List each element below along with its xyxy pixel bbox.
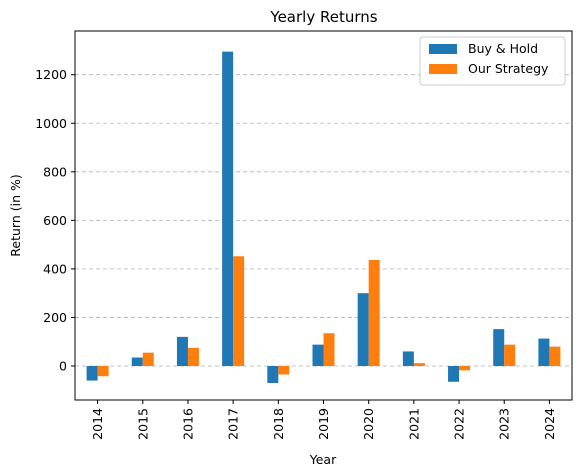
bar-our-strategy-2014 — [97, 366, 109, 377]
bar-buy-hold-2014 — [86, 366, 98, 381]
x-tick-label: 2015 — [135, 408, 150, 440]
bar-buy-hold-2023 — [493, 329, 505, 367]
x-tick-label: 2019 — [316, 408, 331, 440]
bar-our-strategy-2018 — [278, 366, 290, 375]
bar-our-strategy-2024 — [549, 346, 561, 367]
legend: Buy & Hold Our Strategy — [419, 36, 566, 86]
bar-buy-hold-2018 — [267, 366, 279, 384]
y-tick-label: 600 — [43, 213, 67, 228]
bar-our-strategy-2016 — [187, 347, 199, 367]
x-axis-label: Year — [309, 452, 337, 467]
x-tick-label: 2018 — [271, 408, 286, 440]
y-tick-label: 1000 — [35, 116, 67, 131]
bar-buy-hold-2024 — [538, 338, 550, 367]
legend-swatch-our-strategy — [429, 64, 457, 74]
x-tick-label: 2023 — [497, 408, 512, 440]
bar-buy-hold-2019 — [312, 344, 324, 367]
legend-swatch-buy-hold — [429, 44, 457, 54]
bar-buy-hold-2022 — [448, 366, 460, 382]
y-tick-label: 1200 — [35, 67, 67, 82]
bar-buy-hold-2020 — [357, 293, 369, 367]
bar-our-strategy-2022 — [459, 366, 471, 371]
bar-buy-hold-2021 — [402, 351, 414, 367]
bar-our-strategy-2017 — [233, 256, 245, 367]
bar-our-strategy-2023 — [504, 344, 516, 367]
y-tick-label: 800 — [43, 164, 67, 179]
legend-label-buy-hold: Buy & Hold — [468, 41, 538, 56]
bar-buy-hold-2017 — [222, 51, 234, 367]
bar-our-strategy-2015 — [142, 352, 154, 367]
y-tick-label: 0 — [59, 359, 67, 374]
bar-our-strategy-2021 — [413, 363, 425, 367]
bar-buy-hold-2016 — [176, 336, 188, 367]
x-tick-label: 2016 — [180, 408, 195, 440]
x-tick-label: 2022 — [452, 408, 467, 440]
x-axis-ticks: 2014 2015 2016 2017 2018 2019 2020 2021 2022 2023… — [90, 400, 557, 440]
x-tick-label: 2014 — [90, 408, 105, 440]
y-axis-label: Return (in %) — [8, 174, 23, 256]
bar-our-strategy-2019 — [323, 333, 335, 367]
y-tick-label: 400 — [43, 261, 67, 276]
bar-buy-hold-2015 — [131, 357, 143, 367]
chart-title: Yearly Returns — [269, 8, 377, 26]
y-axis-ticks: 0 200 400 600 800 1000 1200 — [35, 67, 75, 374]
legend-label-our-strategy: Our Strategy — [468, 61, 549, 76]
y-tick-label: 200 — [43, 310, 67, 325]
grid-lines — [75, 74, 572, 367]
x-tick-label: 2017 — [226, 408, 241, 440]
bars — [86, 51, 561, 384]
bar-our-strategy-2020 — [368, 259, 380, 367]
x-tick-label: 2020 — [361, 408, 376, 440]
x-tick-label: 2024 — [542, 408, 557, 440]
x-tick-label: 2021 — [406, 408, 421, 440]
